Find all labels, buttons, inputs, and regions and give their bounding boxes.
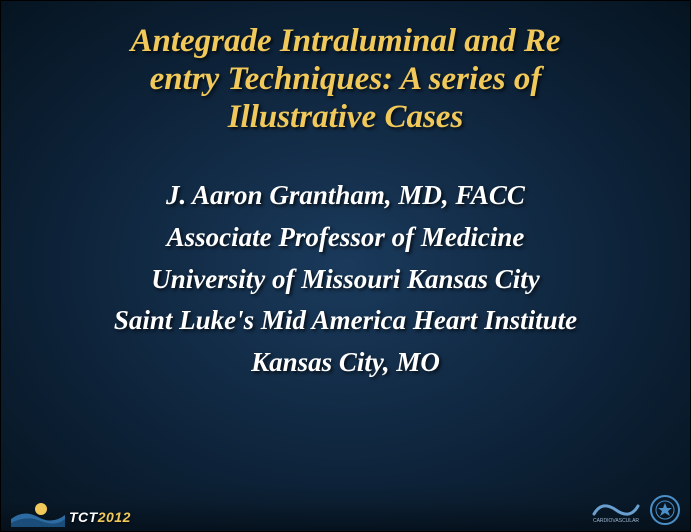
author-title: Associate Professor of Medicine — [21, 217, 670, 259]
slide-footer: TCT2012 CARDIOVASCULAR — [1, 483, 690, 531]
conference-prefix: TCT — [69, 509, 98, 525]
svg-text:CARDIOVASCULAR: CARDIOVASCULAR — [593, 518, 639, 524]
conference-label: TCT2012 — [69, 509, 131, 525]
author-affiliation-1: University of Missouri Kansas City — [21, 259, 670, 301]
title-line-3: Illustrative Cases — [31, 99, 660, 137]
presentation-slide: Antegrade Intraluminal and Re entry Tech… — [0, 0, 691, 532]
wave-sun-icon — [11, 499, 65, 527]
author-affiliation-2: Saint Luke's Mid America Heart Institute — [21, 300, 670, 342]
conference-year: 2012 — [98, 509, 131, 525]
title-line-1: Antegrade Intraluminal and Re — [31, 23, 660, 61]
footer-right: CARDIOVASCULAR — [590, 495, 680, 525]
footer-left: TCT2012 — [11, 499, 131, 527]
slide-body: J. Aaron Grantham, MD, FACC Associate Pr… — [1, 137, 690, 384]
crf-logo-icon: CARDIOVASCULAR — [590, 496, 642, 524]
author-location: Kansas City, MO — [21, 342, 670, 384]
round-seal-icon — [650, 495, 680, 525]
title-line-2: entry Techniques: A series of — [31, 61, 660, 99]
slide-title: Antegrade Intraluminal and Re entry Tech… — [1, 1, 690, 137]
author-name: J. Aaron Grantham, MD, FACC — [21, 175, 670, 217]
